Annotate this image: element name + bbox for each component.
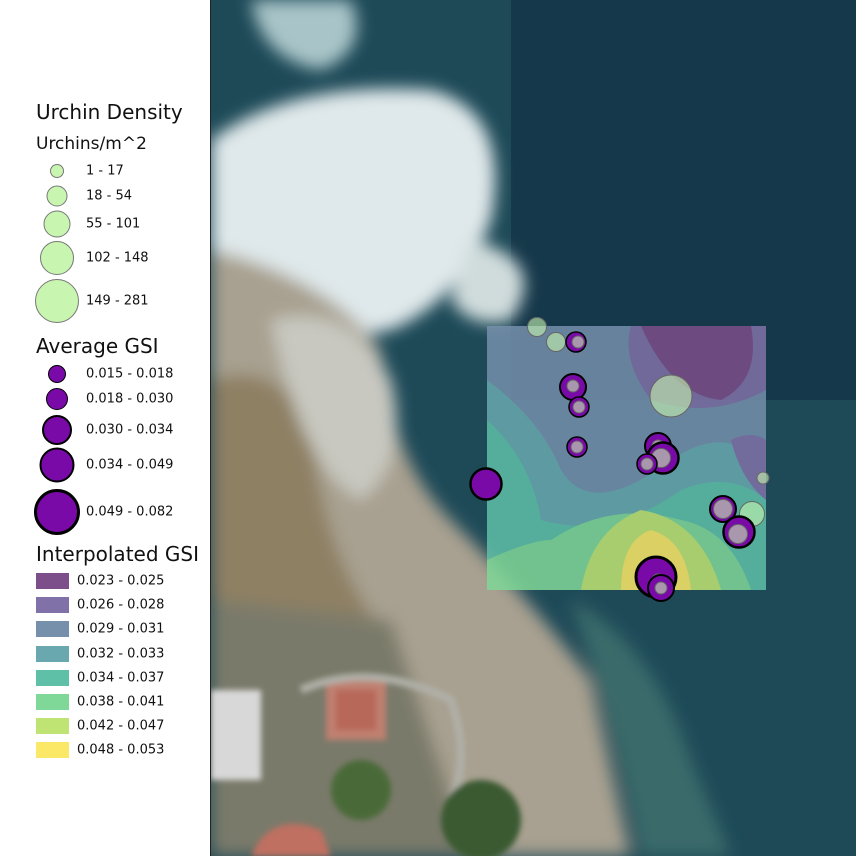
- urchin-density-point[interactable]: [572, 400, 586, 414]
- urchin-class-label: 55 - 101: [86, 216, 141, 232]
- map-legend: Urchin Density Urchins/m^2 1 - 17 18 - 5…: [0, 0, 210, 856]
- interpolated-class-swatch: [36, 621, 69, 638]
- urchin-circle-symbol: [46, 185, 68, 207]
- urchin-class-label: 18 - 54: [86, 188, 133, 204]
- interpolated-class-label: 0.032 - 0.033: [77, 646, 165, 662]
- urchin-density-point[interactable]: [649, 374, 693, 418]
- gsi-circle-symbol: [34, 489, 80, 535]
- interpolated-class-swatch: [36, 742, 69, 759]
- urchin-density-point[interactable]: [566, 379, 580, 393]
- gsi-class-label: 0.030 - 0.034: [86, 422, 174, 438]
- urchin-circle-symbol: [40, 241, 74, 275]
- interpolated-class-swatch: [36, 597, 69, 614]
- urchin-density-point[interactable]: [756, 471, 770, 485]
- map-svg: [211, 0, 856, 856]
- urchin-density-point[interactable]: [640, 457, 654, 471]
- gsi-class-label: 0.015 - 0.018: [86, 366, 174, 382]
- interpolated-class-label: 0.023 - 0.025: [77, 573, 165, 589]
- urchin-circle-symbol: [35, 279, 79, 323]
- gsi-circle-symbol: [48, 365, 66, 383]
- urchin-circle-symbol: [43, 210, 71, 238]
- interpolated-class-label: 0.029 - 0.031: [77, 621, 165, 637]
- urchin-class-label: 102 - 148: [86, 250, 149, 266]
- interpolated-gsi-title: Interpolated GSI: [36, 542, 199, 566]
- urchin-density-point[interactable]: [728, 524, 748, 544]
- urchin-density-point[interactable]: [571, 335, 585, 349]
- map-canvas[interactable]: [210, 0, 856, 856]
- urchin-class-label: 149 - 281: [86, 293, 149, 309]
- interpolated-class-swatch: [36, 694, 69, 710]
- interpolated-class-label: 0.042 - 0.047: [77, 718, 165, 734]
- interpolated-class-swatch: [36, 718, 69, 735]
- urchin-circle-symbol: [50, 164, 64, 178]
- interpolated-class-label: 0.048 - 0.053: [77, 742, 165, 758]
- interpolated-class-label: 0.038 - 0.041: [77, 694, 165, 710]
- gsi-circle-symbol: [46, 388, 68, 410]
- interpolated-class-swatch: [36, 669, 69, 686]
- urchin-class-label: 1 - 17: [86, 163, 124, 179]
- gsi-point[interactable]: [469, 467, 503, 501]
- interpolated-class-swatch: [36, 645, 69, 662]
- interpolated-class-label: 0.026 - 0.028: [77, 597, 165, 613]
- urchin-density-unit: Urchins/m^2: [36, 134, 147, 154]
- gsi-class-label: 0.049 - 0.082: [86, 504, 174, 520]
- urchin-density-point[interactable]: [546, 332, 566, 352]
- urchin-density-point[interactable]: [713, 499, 733, 519]
- interpolated-gsi-surface: [487, 326, 766, 590]
- gsi-class-label: 0.034 - 0.049: [86, 457, 174, 473]
- interpolated-class-label: 0.034 - 0.037: [77, 670, 165, 686]
- gsi-class-label: 0.018 - 0.030: [86, 391, 174, 407]
- urchin-density-point[interactable]: [527, 317, 547, 337]
- interpolated-class-swatch: [36, 573, 69, 589]
- urchin-density-point[interactable]: [654, 581, 668, 595]
- gsi-circle-symbol: [42, 415, 72, 445]
- gsi-circle-symbol: [39, 447, 75, 483]
- sample-points: [469, 317, 770, 602]
- average-gsi-title: Average GSI: [36, 334, 159, 358]
- urchin-density-title: Urchin Density: [36, 100, 183, 124]
- urchin-density-point[interactable]: [570, 440, 584, 454]
